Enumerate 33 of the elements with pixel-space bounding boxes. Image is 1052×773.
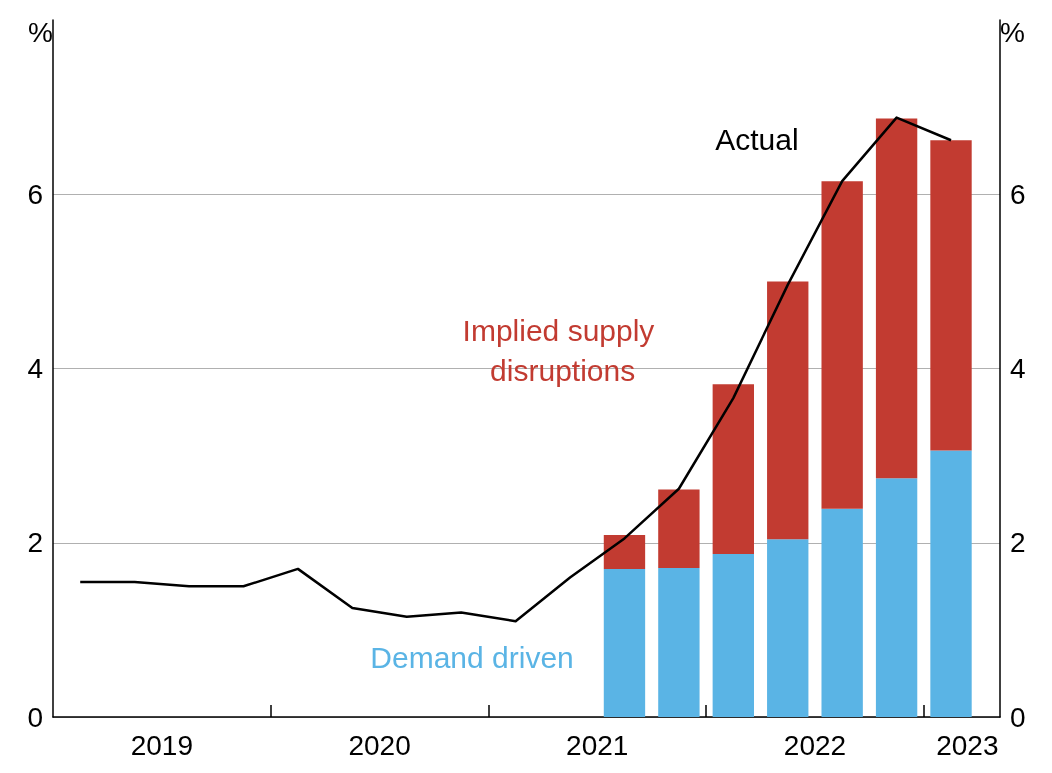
bar (821, 508, 863, 717)
series-label: Actual (715, 123, 799, 157)
y-tick-label: 0 (27, 701, 43, 733)
bar (603, 534, 646, 569)
bar (603, 568, 646, 717)
x-tick-label: 2020 (348, 729, 411, 761)
series-label: Demand driven (370, 641, 574, 675)
y-tick-label: 6 (27, 178, 43, 210)
y2-tick-label: 2 (1010, 527, 1026, 559)
bar (767, 281, 809, 540)
y2-axis-title: % (1000, 16, 1025, 48)
bar (930, 140, 972, 451)
line-series (78, 116, 953, 623)
bar (875, 118, 918, 479)
x-tick-label: 2022 (783, 729, 847, 761)
bar (658, 489, 700, 569)
x-tick-label: 2021 (566, 729, 629, 761)
bar (767, 539, 809, 717)
y2-tick-label: 6 (1010, 178, 1026, 210)
x-tick-label: 2019 (130, 729, 193, 761)
bar (658, 568, 700, 717)
x-tick-label: 2023 (936, 729, 999, 761)
bar (875, 478, 918, 717)
bar (712, 554, 754, 717)
y-axis-title: % (28, 16, 53, 48)
bar (930, 450, 972, 717)
bar (821, 181, 863, 509)
y2-tick-label: 4 (1010, 353, 1026, 384)
series-label: Implied supply disruptions (462, 313, 663, 387)
bar (712, 384, 754, 555)
y-tick-label: 2 (27, 527, 43, 559)
y2-tick-label: 0 (1010, 701, 1026, 733)
y-tick-label: 4 (27, 353, 43, 384)
